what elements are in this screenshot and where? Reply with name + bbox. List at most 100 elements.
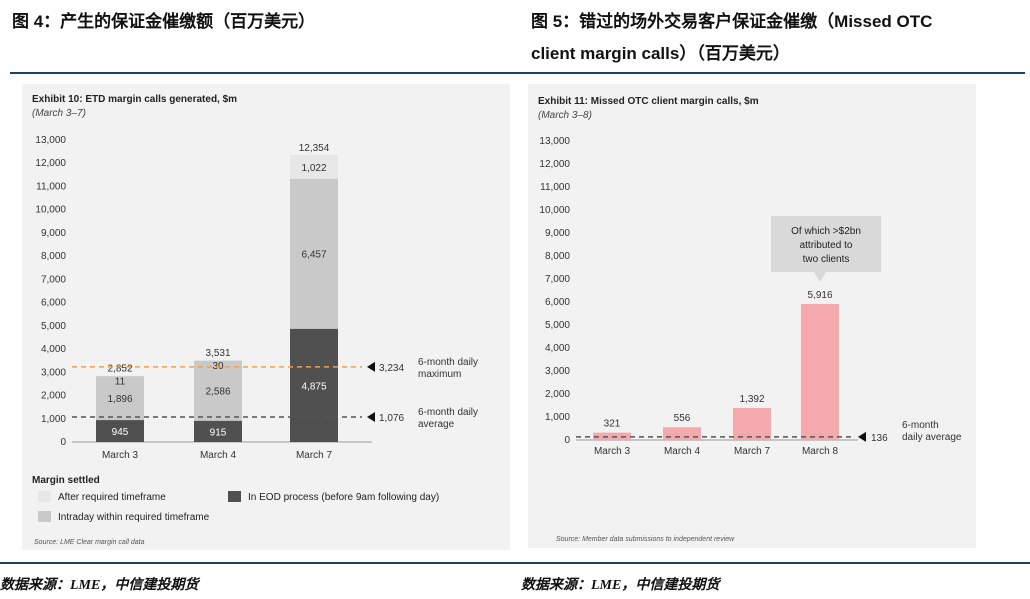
data-label: 5,916 — [807, 290, 832, 301]
exhibit-10-source: Source: LME Clear margin call data — [34, 539, 145, 546]
bar-mid-march-3 — [96, 376, 144, 421]
bar-light-march-4 — [194, 359, 242, 361]
ref-value-label: 1,076 — [379, 413, 404, 424]
y-tick-label: 9,000 — [41, 228, 66, 239]
bottom-divider — [0, 562, 1030, 564]
x-tick-label: March 4 — [664, 446, 701, 457]
exhibit-11-title: Exhibit 11: Missed OTC client margin cal… — [538, 96, 759, 107]
y-tick-label: 10,000 — [35, 205, 66, 216]
exhibit-11-source: Source: Member data submissions to indep… — [556, 536, 735, 543]
y-tick-label: 12,000 — [35, 158, 66, 169]
data-label: 2,586 — [205, 387, 230, 398]
x-tick-label: March 8 — [802, 446, 839, 457]
ref-label: daily average — [902, 432, 962, 443]
y-tick-label: 0 — [564, 435, 570, 446]
bar-light-march-7 — [290, 155, 338, 179]
ref-label: average — [418, 419, 455, 430]
y-tick-label: 4,000 — [545, 343, 570, 354]
exhibit-10-chart: Exhibit 10: ETD margin calls generated, … — [32, 94, 478, 546]
y-tick-label: 3,000 — [545, 366, 570, 377]
y-tick-label: 3,000 — [41, 367, 66, 378]
legend-label-eod: In EOD process (before 9am following day… — [248, 492, 439, 503]
source-footer-right: 数据来源：LME，中信建投期货 — [521, 578, 720, 593]
y-tick-label: 5,000 — [545, 320, 570, 331]
y-axis: 0 1,000 2,000 3,000 4,000 5,000 6,000 7,000 8,00… — [539, 136, 858, 446]
bar-dark-march-4 — [194, 420, 242, 442]
figure-4-title: 图 4：产生的保证金催缴额（百万美元） — [12, 12, 316, 31]
y-tick-label: 11,000 — [540, 182, 570, 193]
y-tick-label: 8,000 — [545, 251, 570, 262]
y-tick-label: 13,000 — [35, 135, 66, 146]
bar-dark-march-7 — [290, 328, 338, 442]
x-tick-label: March 7 — [296, 450, 333, 461]
data-label: 6,457 — [301, 250, 326, 261]
ref-value-label: 3,234 — [379, 363, 404, 374]
bar-mid-march-7 — [290, 178, 338, 329]
data-label: 4,875 — [301, 381, 326, 392]
total-label: 12,354 — [299, 143, 330, 154]
x-tick-label: March 4 — [200, 450, 237, 461]
bar-march-7 — [733, 407, 771, 440]
bar-mid-march-4 — [194, 360, 242, 421]
ref-label: 6-month daily — [418, 357, 478, 368]
y-tick-label: 1,000 — [41, 414, 66, 425]
ref-marker — [858, 431, 866, 442]
total-label: 3,531 — [205, 348, 230, 359]
exhibit-10-title: Exhibit 10: ETD margin calls generated, … — [32, 94, 237, 105]
total-label: 2,852 — [107, 364, 132, 375]
ref-label: 6-month — [902, 420, 939, 431]
figure-5-title-line1: 图 5：错过的场外交易客户保证金催缴（Missed OTC — [531, 12, 933, 31]
callout-pointer — [814, 272, 826, 282]
exhibit-10-panel: Exhibit 10: ETD margin calls generated, … — [22, 84, 510, 550]
bars: 321 March 3 556 March 4 1,392 March 7 5,916 Mar… — [593, 290, 839, 457]
exhibit-11-panel: Exhibit 11: Missed OTC client margin cal… — [528, 84, 976, 548]
y-tick-label: 6,000 — [41, 298, 66, 309]
bar-march-8 — [801, 303, 839, 440]
data-label: 915 — [210, 427, 227, 438]
y-tick-label: 0 — [60, 437, 66, 448]
ref-label: maximum — [418, 369, 461, 380]
legend-swatch-eod — [228, 491, 241, 502]
data-label: 1,896 — [107, 394, 132, 405]
callout-text: Of which >$2bn — [791, 226, 861, 237]
ref-value-label: 136 — [871, 433, 888, 444]
y-tick-label: 4,000 — [41, 344, 66, 355]
bar-light-march-3 — [96, 375, 144, 377]
source-footer-left: 数据来源：LME，中信建投期货 — [0, 578, 199, 593]
ref-marker — [367, 361, 375, 372]
data-label: 945 — [112, 427, 129, 438]
y-tick-label: 2,000 — [545, 389, 570, 400]
y-tick-label: 1,000 — [545, 412, 570, 423]
y-tick-label: 9,000 — [545, 228, 570, 239]
y-tick-label: 8,000 — [41, 251, 66, 262]
legend: Margin settled After required timeframe … — [32, 475, 439, 523]
callout-text: two clients — [803, 254, 850, 265]
data-label: 1,392 — [739, 394, 764, 405]
annotation-callout: Of which >$2bn attributed to two clients — [771, 216, 881, 282]
legend-swatch-after — [38, 491, 51, 502]
data-label: 556 — [674, 413, 691, 424]
top-divider — [10, 72, 1025, 74]
x-tick-label: March 3 — [594, 446, 631, 457]
y-tick-label: 2,000 — [41, 391, 66, 402]
figure-5-title-line2: client margin calls）（百万美元） — [531, 44, 790, 63]
callout-box — [771, 216, 881, 272]
legend-label-intraday: Intraday within required timeframe — [58, 512, 210, 523]
x-tick-label: March 7 — [734, 446, 771, 457]
y-tick-label: 11,000 — [36, 181, 66, 192]
ref-marker — [367, 412, 375, 423]
exhibit-10-subtitle: (March 3–7) — [32, 108, 86, 119]
bar-dark-march-3 — [96, 420, 144, 442]
ref-label: 6-month daily — [418, 407, 478, 418]
y-tick-label: 13,000 — [539, 136, 570, 147]
callout-text: attributed to — [800, 240, 853, 251]
y-tick-label: 5,000 — [41, 321, 66, 332]
legend-title: Margin settled — [32, 475, 100, 486]
data-label: 321 — [604, 419, 621, 430]
bar-march-4 — [663, 427, 701, 440]
exhibit-11-chart: Exhibit 11: Missed OTC client margin cal… — [538, 96, 962, 543]
y-tick-label: 7,000 — [545, 274, 570, 285]
